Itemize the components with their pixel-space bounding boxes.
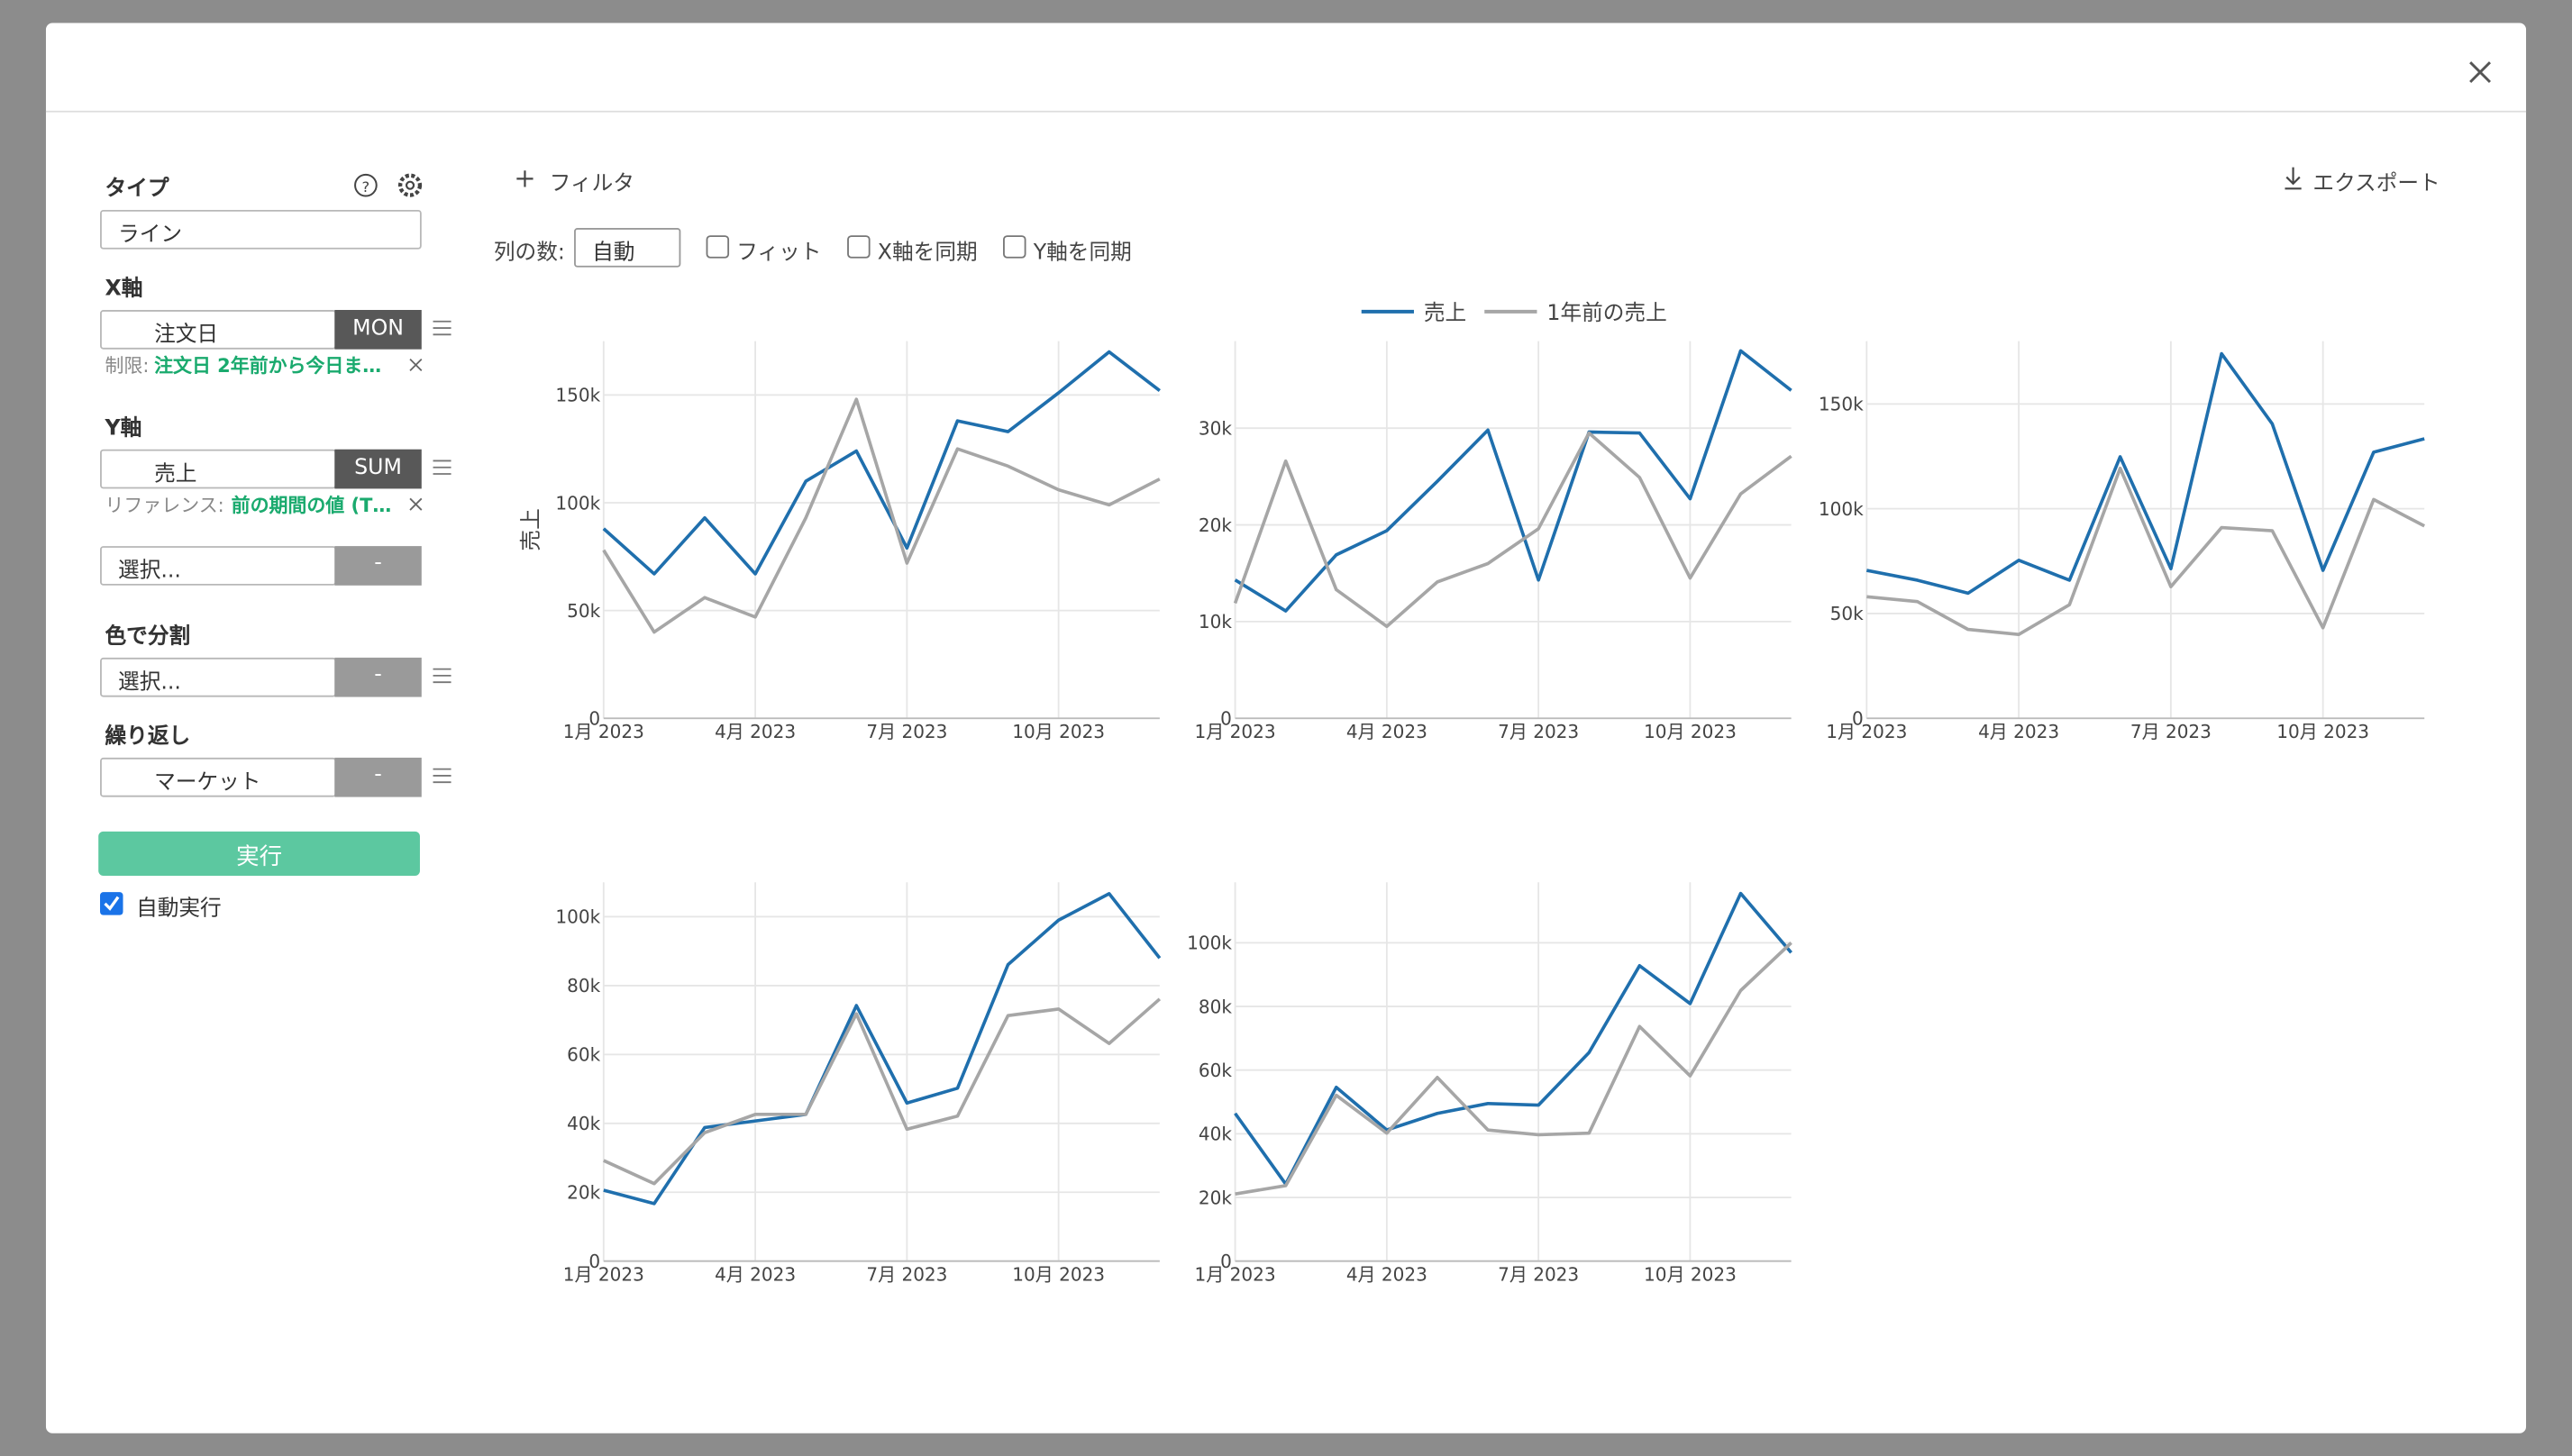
filter-button[interactable]: フィルタ: [549, 172, 634, 197]
x-tick-label: 7月 2023: [1498, 1264, 1579, 1286]
limit-label: 制限:: [105, 354, 150, 378]
svg-text:?: ?: [362, 178, 370, 196]
settings-icon[interactable]: [397, 173, 423, 197]
x-axis-label: X軸: [105, 277, 143, 302]
type-label: タイプ: [105, 177, 169, 202]
series-line: [603, 892, 1162, 1206]
x-tick-label: 4月 2023: [1346, 721, 1427, 742]
color-split-label: 色で分割: [105, 624, 191, 650]
series-line: [602, 397, 1161, 634]
y-tick-label: 0: [1220, 708, 1232, 730]
plus-icon: [516, 170, 534, 187]
limit-value[interactable]: 注文日 2年前から今日ま…: [154, 354, 382, 378]
y-tick-label: 80k: [567, 975, 600, 996]
y-tick-label: 20k: [567, 1182, 600, 1204]
x-tick-label: 4月 2023: [715, 1264, 796, 1286]
help-icon[interactable]: ?: [354, 173, 378, 197]
y-axis-label: Y軸: [105, 416, 142, 441]
x-tick-label: 7月 2023: [866, 1264, 947, 1286]
y-tick-label: 40k: [567, 1113, 600, 1134]
download-icon: [2285, 167, 2302, 190]
color-split-field[interactable]: 選択...: [100, 657, 337, 697]
x-unit-button[interactable]: MON: [334, 310, 422, 350]
x-tick-label: 7月 2023: [2130, 721, 2212, 742]
toolbar-checkboxes[interactable]: [706, 235, 1026, 259]
x-tick-label: 10月 2023: [1012, 1264, 1105, 1286]
series-line: [1235, 942, 1792, 1196]
y-tick-label: 20k: [1199, 1187, 1232, 1208]
series-line: [1233, 431, 1792, 629]
y-tick-label: 0: [1852, 708, 1864, 730]
y-tick-label: 100k: [1187, 933, 1232, 954]
y-tick-label: 150k: [555, 385, 600, 406]
repeat-button[interactable]: -: [334, 757, 422, 797]
y-tick-label: 30k: [1199, 417, 1232, 439]
type-select[interactable]: ライン: [100, 209, 422, 250]
x-tick-label: 10月 2023: [1644, 721, 1737, 742]
legend-label: 売上: [1424, 300, 1466, 325]
y-tick-label: 20k: [1199, 514, 1232, 536]
auto-run-label[interactable]: 自動実行: [136, 896, 222, 922]
y-tick-label: 100k: [555, 906, 600, 928]
y-tick-label: 50k: [1830, 603, 1864, 624]
x-tick-label: 7月 2023: [1498, 721, 1579, 742]
columns-label: 列の数:: [493, 241, 565, 266]
series-line: [1866, 466, 2426, 637]
y-tick-label: 10k: [1199, 611, 1232, 632]
x-tick-label: 7月 2023: [866, 721, 947, 742]
x-field[interactable]: 注文日: [100, 310, 337, 350]
color-split-button[interactable]: -: [334, 657, 422, 697]
drag-handles[interactable]: [433, 320, 451, 784]
x-tick-label: 1月 2023: [1195, 1264, 1276, 1286]
series-line: [1234, 349, 1792, 613]
extra-y-field[interactable]: 選択...: [100, 546, 337, 586]
sync-y-label[interactable]: Y軸を同期: [1033, 241, 1132, 266]
y-tick-label: 150k: [1819, 394, 1864, 415]
y-tick-label: 80k: [1199, 996, 1232, 1017]
series-line: [1865, 351, 2425, 596]
y-tick-label: 40k: [1199, 1124, 1232, 1145]
y-tick-label: 0: [588, 708, 600, 730]
y-tick-label: 50k: [567, 600, 600, 622]
repeat-field[interactable]: マーケット: [100, 757, 337, 797]
remove-icons[interactable]: [409, 358, 423, 511]
y-axis-title: 売上: [518, 508, 543, 551]
reference-value[interactable]: 前の期間の値 (T…: [231, 493, 392, 517]
x-tick-label: 1月 2023: [563, 1264, 644, 1286]
series-line: [602, 350, 1161, 576]
x-tick-label: 10月 2023: [1012, 721, 1105, 742]
y-tick-label: 100k: [1819, 498, 1864, 520]
x-tick-label: 4月 2023: [1978, 721, 2059, 742]
fit-label[interactable]: フィット: [736, 241, 822, 266]
y-tick-label: 0: [588, 1251, 600, 1272]
run-button[interactable]: 実行: [98, 831, 420, 876]
sync-x-label[interactable]: X軸を同期: [877, 241, 978, 266]
reference-label: リファレンス:: [105, 493, 224, 517]
x-tick-label: 4月 2023: [1346, 1264, 1427, 1286]
series-line: [603, 997, 1162, 1186]
columns-select[interactable]: 自動: [574, 228, 681, 268]
extra-y-button[interactable]: -: [334, 546, 422, 586]
y-tick-label: 100k: [555, 492, 600, 514]
check-mark: [104, 896, 120, 911]
series-line: [1234, 891, 1792, 1187]
x-tick-label: 4月 2023: [715, 721, 796, 742]
y-field[interactable]: 売上: [100, 449, 337, 489]
export-button[interactable]: エクスポート: [2312, 172, 2440, 197]
x-tick-label: 1月 2023: [1826, 721, 1907, 742]
y-tick-label: 0: [1220, 1251, 1232, 1272]
y-tick-label: 60k: [1199, 1060, 1232, 1081]
repeat-label: 繰り返し: [105, 724, 191, 750]
x-tick-label: 1月 2023: [563, 721, 644, 742]
y-tick-label: 60k: [567, 1044, 600, 1066]
x-tick-label: 1月 2023: [1195, 721, 1276, 742]
legend-label: 1年前の売上: [1546, 300, 1666, 325]
y-aggregate-button[interactable]: SUM: [334, 449, 422, 489]
x-tick-label: 10月 2023: [2276, 721, 2369, 742]
close-button[interactable]: [2469, 61, 2492, 84]
x-tick-label: 10月 2023: [1644, 1264, 1737, 1286]
